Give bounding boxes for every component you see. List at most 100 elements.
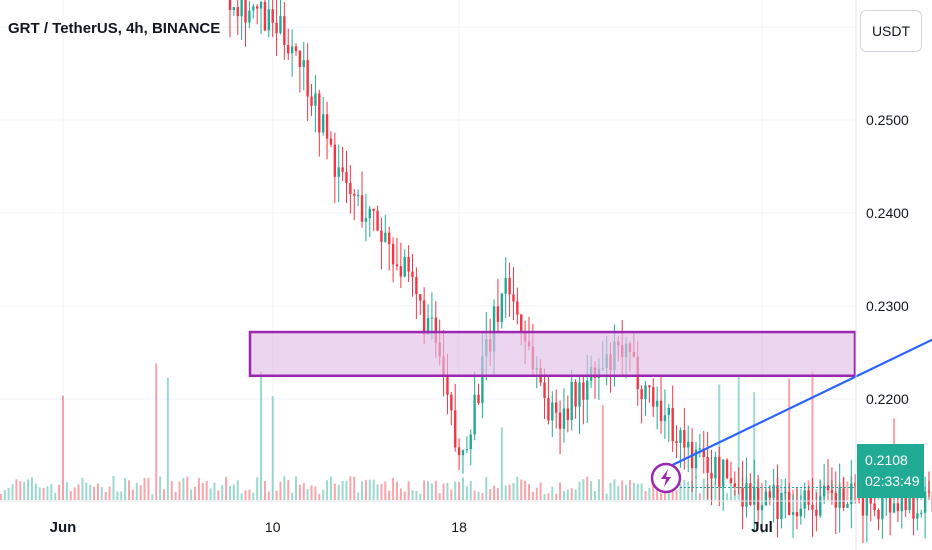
volume-bar	[205, 480, 208, 500]
volume-bar	[30, 477, 33, 500]
candle-body	[426, 317, 430, 335]
volume-bar	[287, 480, 290, 500]
candle-body	[263, 1, 267, 31]
volume-bar	[93, 486, 96, 500]
volume-bar	[341, 481, 344, 500]
volume-bar	[368, 479, 371, 500]
candle-body	[582, 382, 585, 400]
candle-body	[745, 483, 748, 507]
candle-body	[920, 512, 923, 514]
lightning-icon	[661, 469, 671, 487]
volume-bar	[687, 481, 690, 500]
volume-bar	[500, 427, 503, 500]
candle-body	[259, 1, 263, 9]
volume-bar	[399, 488, 402, 500]
volume-bar	[232, 484, 235, 500]
volume-bar	[694, 476, 697, 500]
volume-bar	[551, 486, 554, 500]
candle-body	[822, 485, 826, 497]
volume-bar	[477, 491, 480, 500]
volume-bar	[605, 493, 608, 500]
volume-bar	[469, 480, 472, 500]
volume-bar	[182, 478, 185, 500]
volume-bar	[663, 492, 666, 500]
candle-body	[395, 264, 399, 267]
volume-bar	[547, 493, 550, 500]
volume-bar	[679, 483, 682, 500]
volume-bar	[574, 489, 577, 500]
currency-unit-button[interactable]: USDT	[860, 10, 922, 52]
candle-body	[578, 382, 581, 407]
candle-body	[244, 0, 247, 23]
volume-bar	[221, 485, 224, 500]
candle-body	[310, 96, 313, 106]
candle-body	[803, 490, 806, 509]
candle-body	[698, 448, 702, 450]
candle-body	[570, 382, 573, 420]
candle-body	[830, 490, 834, 494]
volume-bar	[496, 488, 499, 500]
volume-bar	[702, 478, 705, 500]
demand-zone-rectangle	[248, 330, 857, 378]
x-tick-label: 10	[265, 519, 281, 535]
volume-bar	[415, 490, 418, 500]
candle-body	[232, 7, 236, 10]
candle-body	[345, 171, 348, 183]
volume-bar	[586, 476, 589, 500]
volume-bar	[217, 490, 220, 500]
candle-body	[881, 494, 884, 520]
candle-body	[520, 314, 523, 332]
candle-body	[399, 266, 403, 277]
volume-bar	[531, 491, 534, 500]
candle-body	[566, 408, 570, 420]
candle-body	[807, 490, 810, 505]
candle-body	[368, 208, 371, 219]
volume-bar	[104, 492, 107, 500]
candle-body	[275, 22, 278, 34]
volume-bar	[73, 487, 76, 500]
candle-body	[640, 389, 643, 400]
volume-bar	[162, 489, 165, 500]
volume-bar	[454, 481, 457, 500]
volume-bar	[46, 486, 49, 500]
volume-bar	[578, 481, 581, 500]
volume-bar	[473, 490, 476, 500]
candle-body	[916, 513, 919, 519]
candle-body	[388, 232, 391, 244]
candle-body	[376, 210, 379, 231]
volume-bar	[528, 484, 530, 500]
candle-body	[733, 483, 737, 488]
volume-bar	[135, 482, 138, 500]
volume-bar	[228, 485, 231, 500]
volume-bar	[96, 483, 99, 500]
candlesticks	[228, 0, 932, 544]
candle-body	[461, 450, 465, 456]
volume-bar	[683, 479, 686, 500]
volume-bar	[194, 486, 197, 500]
volume-bar	[380, 483, 383, 500]
candle-body	[900, 494, 903, 512]
volume-bar	[753, 392, 756, 500]
volume-bar	[520, 479, 523, 500]
volume-bar	[209, 488, 212, 500]
volume-bar	[780, 479, 783, 500]
volume-bar	[512, 482, 515, 500]
volume-bar	[54, 492, 57, 500]
volume-bar	[271, 396, 274, 500]
volume-bar	[353, 476, 356, 500]
volume-bar	[275, 490, 278, 500]
volume-bar	[652, 482, 655, 500]
candle-body	[756, 487, 760, 511]
volume-bar	[11, 484, 14, 500]
candle-body	[725, 459, 729, 479]
volume-bar	[248, 489, 251, 500]
volume-bar	[131, 489, 134, 500]
candle-body	[267, 9, 271, 31]
candle-body	[283, 16, 286, 45]
volume-bar	[256, 477, 259, 500]
volume-bar	[594, 491, 597, 500]
candle-body	[341, 167, 344, 172]
volume-bar	[89, 484, 92, 500]
